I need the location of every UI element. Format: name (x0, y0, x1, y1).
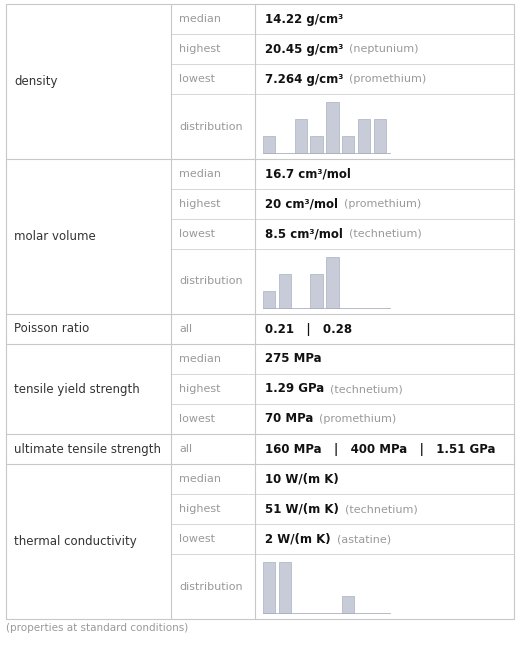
Bar (263, 291, 275, 308)
Text: 1.29 GPa: 1.29 GPa (265, 382, 324, 395)
Bar (326, 257, 339, 308)
Text: (properties at standard conditions): (properties at standard conditions) (6, 623, 188, 633)
Text: highest: highest (179, 504, 220, 514)
Bar (279, 274, 291, 308)
Text: (technetium): (technetium) (345, 504, 418, 514)
Bar (342, 596, 355, 613)
Text: lowest: lowest (179, 229, 215, 239)
Text: distribution: distribution (179, 121, 243, 132)
Text: lowest: lowest (179, 414, 215, 424)
Bar (263, 136, 275, 153)
Text: 7.264 g/cm³: 7.264 g/cm³ (265, 72, 343, 86)
Text: (technetium): (technetium) (330, 384, 403, 394)
Text: (neptunium): (neptunium) (349, 44, 419, 54)
Text: (astatine): (astatine) (336, 534, 391, 544)
Text: distribution: distribution (179, 277, 243, 286)
Text: 20.45 g/cm³: 20.45 g/cm³ (265, 43, 343, 55)
Bar (263, 562, 275, 613)
Text: (technetium): (technetium) (349, 229, 422, 239)
Text: 16.7 cm³/mol: 16.7 cm³/mol (265, 168, 351, 181)
Text: 8.5 cm³/mol: 8.5 cm³/mol (265, 228, 343, 241)
Bar (279, 562, 291, 613)
Text: (promethium): (promethium) (344, 199, 421, 209)
Text: 20 cm³/mol: 20 cm³/mol (265, 197, 338, 210)
Text: 10 W/(m K): 10 W/(m K) (265, 473, 339, 486)
Text: Poisson ratio: Poisson ratio (14, 322, 89, 335)
Text: 160 MPa   |   400 MPa   |   1.51 GPa: 160 MPa | 400 MPa | 1.51 GPa (265, 442, 496, 455)
Text: (promethium): (promethium) (349, 74, 426, 84)
Text: lowest: lowest (179, 534, 215, 544)
Text: tensile yield strength: tensile yield strength (14, 382, 140, 395)
Text: 0.21   |   0.28: 0.21 | 0.28 (265, 322, 352, 335)
Bar (374, 119, 386, 153)
Text: 70 MPa: 70 MPa (265, 413, 313, 426)
Text: all: all (179, 324, 192, 334)
Text: highest: highest (179, 384, 220, 394)
Text: median: median (179, 14, 221, 24)
Bar (342, 136, 355, 153)
Text: median: median (179, 169, 221, 179)
Text: median: median (179, 474, 221, 484)
Text: 51 W/(m K): 51 W/(m K) (265, 502, 339, 515)
Text: highest: highest (179, 199, 220, 209)
Text: median: median (179, 354, 221, 364)
Text: all: all (179, 444, 192, 454)
Text: ultimate tensile strength: ultimate tensile strength (14, 442, 161, 455)
Text: density: density (14, 75, 58, 88)
Text: distribution: distribution (179, 582, 243, 591)
Bar (310, 136, 323, 153)
Text: thermal conductivity: thermal conductivity (14, 535, 137, 548)
Text: molar volume: molar volume (14, 230, 96, 243)
Text: 14.22 g/cm³: 14.22 g/cm³ (265, 12, 343, 26)
Bar (295, 119, 307, 153)
Bar (310, 274, 323, 308)
Bar (326, 102, 339, 153)
Text: 2 W/(m K): 2 W/(m K) (265, 533, 331, 546)
Text: 275 MPa: 275 MPa (265, 353, 321, 366)
Bar (358, 119, 370, 153)
Text: lowest: lowest (179, 74, 215, 84)
Text: (promethium): (promethium) (319, 414, 397, 424)
Text: highest: highest (179, 44, 220, 54)
